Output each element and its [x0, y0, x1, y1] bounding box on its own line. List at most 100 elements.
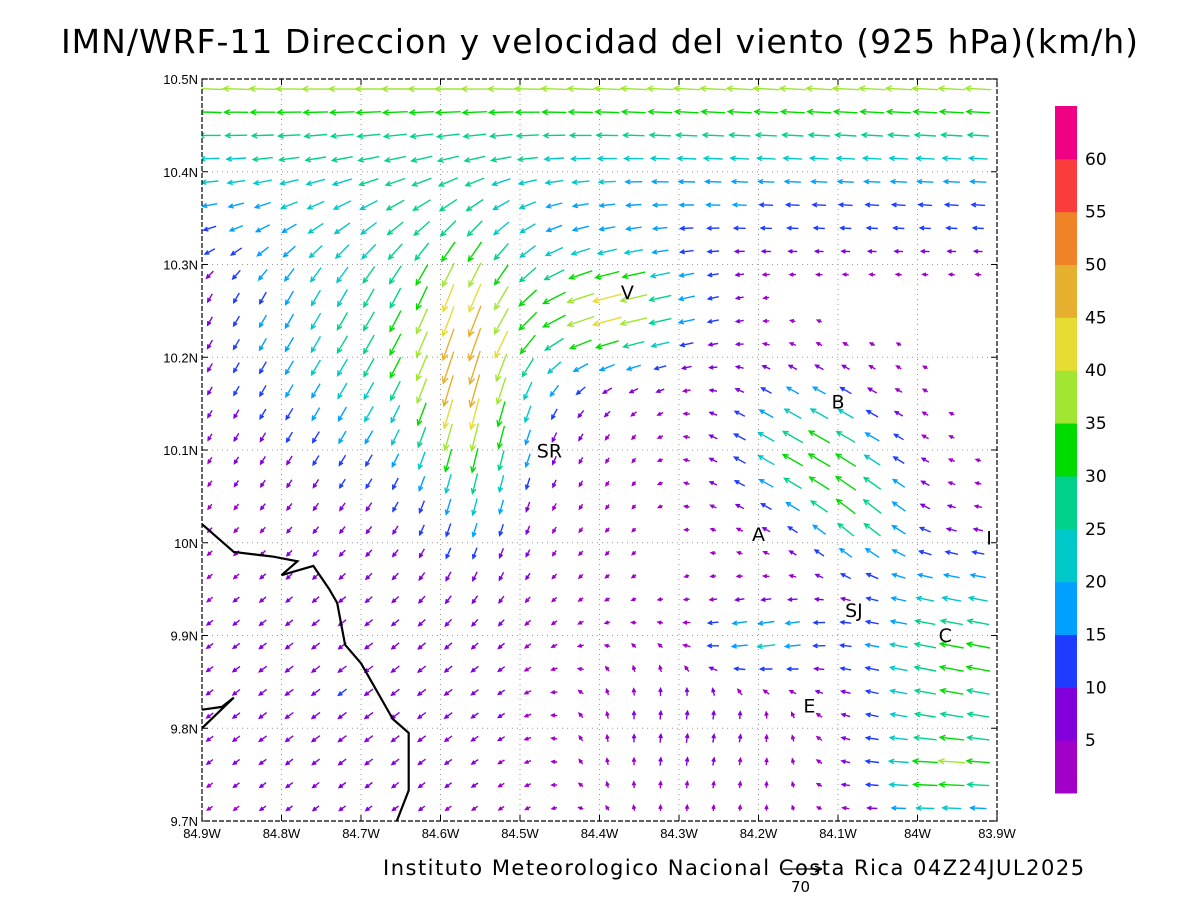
wind-arrow [920, 434, 929, 440]
wind-arrow [436, 155, 459, 163]
wind-arrow [864, 665, 880, 672]
wind-arrow [783, 477, 802, 490]
wind-arrow [228, 224, 244, 232]
wind-arrow [938, 641, 964, 649]
wind-arrow [815, 759, 823, 765]
wind-arrow [496, 712, 506, 719]
wind-arrow [416, 378, 428, 405]
wind-arrow [974, 458, 982, 463]
colorbar-swatch [1055, 687, 1077, 741]
wind-arrow [438, 198, 458, 212]
wind-arrow [336, 358, 348, 377]
wind-arrow [832, 108, 858, 116]
wind-arrow [972, 248, 983, 254]
wind-arrow [468, 350, 481, 386]
wind-arrow [598, 226, 616, 232]
wind-arrow [577, 573, 584, 580]
x-tick-label: 84.5W [501, 826, 539, 841]
wind-arrow [551, 573, 558, 580]
wind-arrow [310, 289, 322, 307]
wind-arrow [471, 805, 479, 812]
wind-arrow [966, 132, 989, 139]
wind-arrow [390, 735, 400, 743]
wind-arrow [231, 735, 241, 743]
wind-arrow [203, 248, 216, 255]
wind-arrow [279, 201, 298, 210]
wind-arrow [205, 712, 214, 719]
wind-arrow [605, 710, 610, 719]
wind-arrow [385, 199, 405, 211]
wind-arrow [523, 736, 532, 741]
wind-arrow [711, 687, 716, 696]
colorbar-swatch [1055, 264, 1077, 318]
wind-arrow [543, 155, 565, 162]
wind-arrow [786, 597, 798, 602]
wind-arrow [888, 642, 908, 649]
wind-arrow [892, 456, 905, 464]
wind-arrow [569, 339, 592, 350]
wind-arrow [337, 735, 347, 743]
coastline-main [202, 523, 410, 821]
wind-arrow [938, 664, 964, 672]
wind-arrow [443, 665, 453, 673]
wind-arrow [762, 689, 770, 695]
wind-arrow [658, 732, 663, 743]
wind-arrow [233, 480, 240, 488]
wind-arrow [972, 527, 984, 532]
colorbar-swatch [1055, 423, 1077, 477]
wind-arrow [285, 596, 294, 604]
wind-arrow [887, 758, 909, 765]
wind-arrow [656, 481, 663, 486]
wind-arrow [495, 353, 508, 383]
wind-arrow [517, 179, 537, 186]
wind-arrow [682, 504, 690, 509]
wind-arrow [889, 688, 908, 695]
y-tick-label: 10.5N [163, 72, 198, 87]
wind-arrow [919, 248, 930, 254]
wind-arrow [914, 618, 936, 626]
wind-arrow [285, 805, 293, 812]
y-tick-label: 9.9N [171, 629, 198, 644]
colorbar: 5 10 15 20 25 30 35 40 45 50 55 60 [1055, 106, 1107, 794]
wind-arrow [631, 709, 637, 720]
wind-arrow [939, 618, 963, 626]
wind-arrow [733, 666, 746, 672]
wind-arrow [416, 688, 427, 697]
wind-arrow [390, 642, 400, 650]
wind-arrow [788, 690, 797, 695]
wind-arrow [944, 550, 959, 556]
wind-arrow [412, 199, 431, 212]
wind-arrow [840, 759, 851, 764]
wind-arrow [737, 780, 743, 789]
wind-arrow [725, 85, 753, 92]
wind-arrow [551, 408, 558, 421]
wind-arrow [656, 411, 664, 416]
wind-arrow [888, 735, 908, 741]
wind-arrow [788, 573, 797, 579]
wind-arrow [707, 365, 718, 370]
wind-arrow [252, 179, 272, 186]
wind-arrow [540, 108, 567, 116]
wind-arrow [731, 620, 748, 626]
wind-arrow [732, 433, 746, 441]
wind-arrow [550, 620, 558, 626]
wind-arrow [206, 363, 213, 373]
wind-arrow [682, 597, 690, 602]
wind-arrow [386, 221, 404, 236]
wind-arrow [708, 434, 718, 440]
wind-arrow [443, 712, 453, 720]
wind-arrow [889, 619, 908, 625]
wind-arrow [650, 178, 669, 185]
wind-arrow [783, 643, 801, 649]
wind-arrow [525, 501, 531, 513]
wind-arrow [311, 758, 321, 766]
wind-arrow [942, 178, 960, 185]
wind-arrow [312, 526, 320, 535]
wind-arrow [206, 805, 214, 812]
wind-arrow [630, 411, 638, 417]
wind-arrow [365, 454, 373, 468]
wind-arrow [842, 342, 849, 347]
wind-arrow [814, 272, 823, 277]
x-tick-label: 84.1W [819, 826, 857, 841]
place-labels: V SR B A SJ C E I [537, 282, 992, 718]
